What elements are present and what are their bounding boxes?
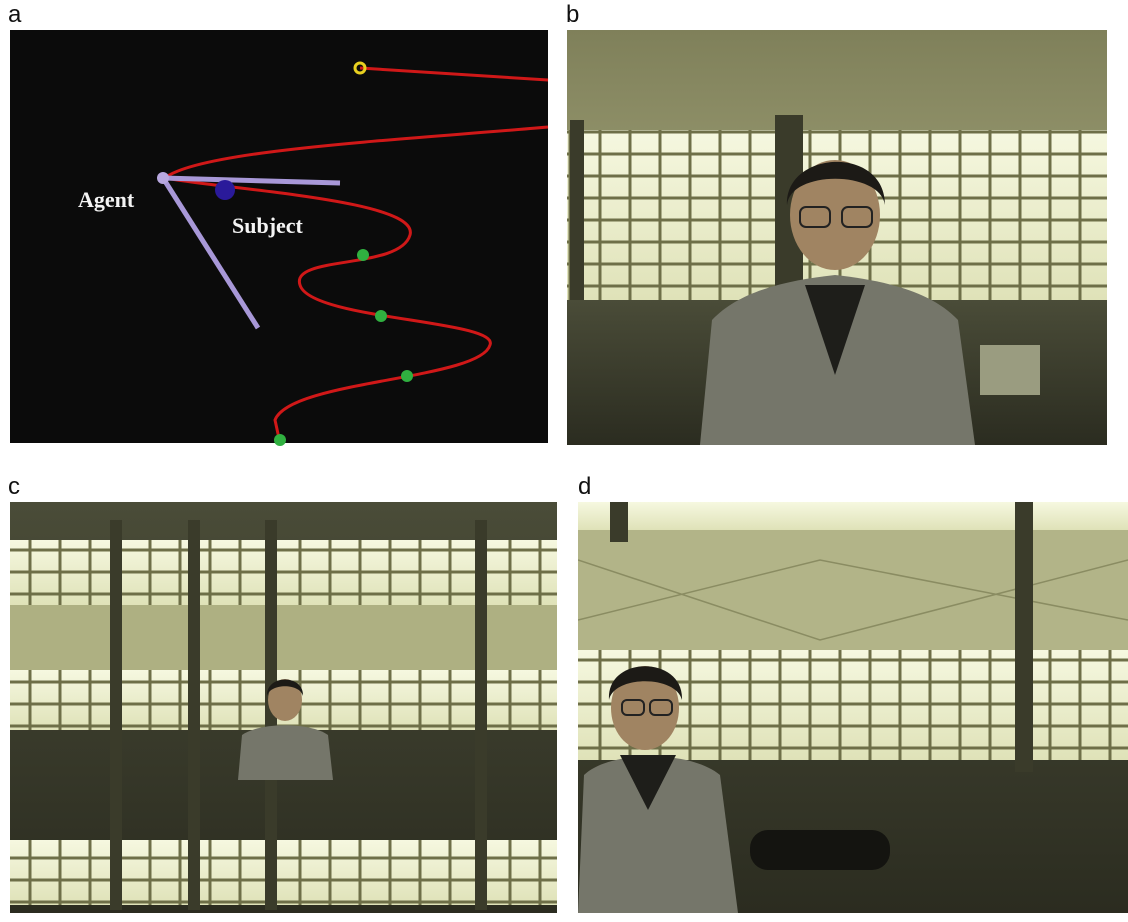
panel-label: b [566, 1, 579, 28]
annotation: Subject [232, 213, 304, 238]
panel-a: Agent Subject [10, 30, 548, 446]
panel-label: a [8, 1, 22, 28]
panel-d [578, 502, 1128, 913]
panel-label: d [578, 473, 591, 500]
annotation: Agent [78, 187, 135, 212]
panel-label: c [8, 473, 20, 500]
figure: a b c d Agent Subject [0, 0, 1128, 917]
panel-c [10, 502, 557, 913]
panel-b [567, 30, 1107, 445]
